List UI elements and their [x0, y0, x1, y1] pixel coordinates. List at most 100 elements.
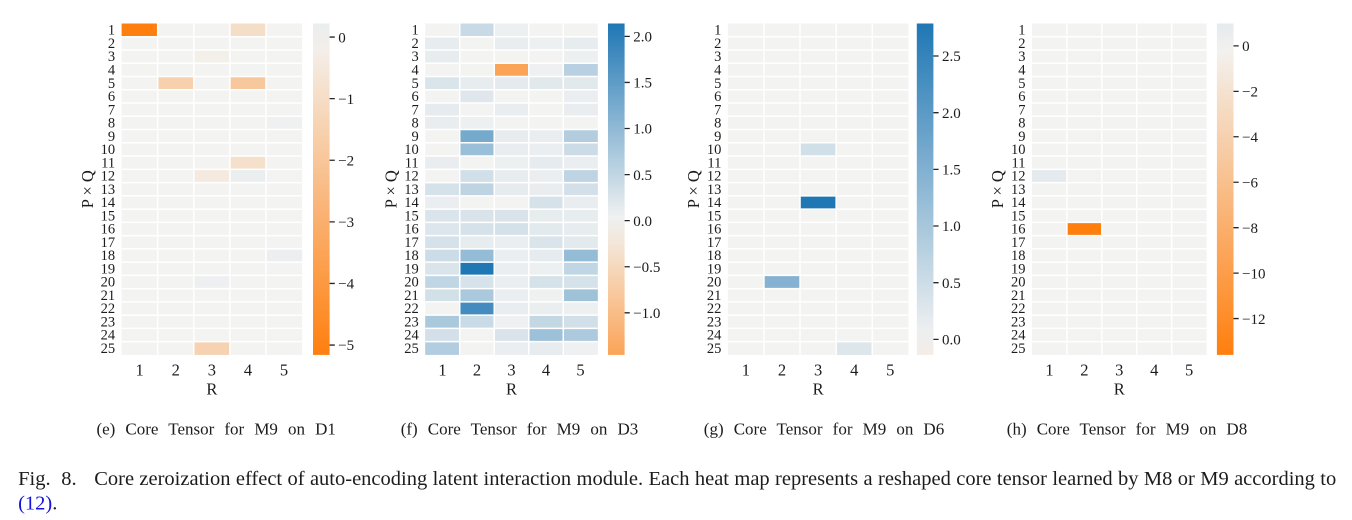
svg-text:1: 1	[411, 23, 418, 39]
svg-text:10: 10	[404, 142, 419, 158]
svg-text:4: 4	[542, 361, 550, 380]
svg-text:R: R	[206, 380, 217, 399]
svg-text:0.0: 0.0	[942, 333, 961, 349]
svg-text:R: R	[813, 380, 824, 399]
svg-text:15: 15	[707, 208, 722, 224]
svg-text:P × Q: P × Q	[78, 170, 97, 208]
svg-text:24: 24	[1011, 328, 1026, 344]
svg-text:−5: −5	[338, 338, 354, 354]
svg-text:10: 10	[1011, 142, 1026, 158]
svg-text:R: R	[1114, 380, 1125, 399]
svg-text:18: 18	[101, 248, 116, 264]
svg-text:−8: −8	[1242, 221, 1258, 237]
svg-text:14: 14	[707, 195, 722, 211]
svg-text:P × Q: P × Q	[381, 170, 400, 208]
svg-text:10: 10	[707, 142, 722, 158]
svg-text:24: 24	[404, 328, 419, 344]
svg-text:2: 2	[411, 36, 418, 52]
svg-text:7: 7	[714, 102, 721, 118]
svg-text:24: 24	[707, 328, 722, 344]
svg-text:5: 5	[886, 361, 894, 380]
svg-text:19: 19	[1011, 261, 1026, 277]
svg-text:3: 3	[208, 361, 216, 380]
svg-text:2: 2	[473, 361, 481, 380]
svg-text:12: 12	[707, 169, 722, 185]
svg-text:2: 2	[714, 36, 721, 52]
svg-text:−10: −10	[1242, 266, 1265, 282]
svg-text:1: 1	[108, 23, 115, 39]
svg-text:2.0: 2.0	[942, 106, 961, 122]
svg-text:17: 17	[1011, 235, 1026, 251]
svg-text:9: 9	[411, 129, 418, 145]
svg-text:8: 8	[714, 116, 721, 132]
svg-text:−1: −1	[338, 92, 354, 108]
svg-text:Fig. 8.: Fig. 8.	[18, 468, 76, 490]
svg-text:4: 4	[850, 361, 858, 380]
svg-text:8: 8	[411, 116, 418, 132]
svg-text:5: 5	[576, 361, 584, 380]
svg-text:25: 25	[707, 341, 722, 357]
svg-text:5: 5	[1018, 76, 1025, 92]
svg-text:17: 17	[101, 235, 116, 251]
svg-text:19: 19	[101, 261, 116, 277]
svg-text:17: 17	[404, 235, 419, 251]
svg-text:16: 16	[1011, 222, 1026, 238]
svg-text:1: 1	[742, 361, 750, 380]
svg-text:4: 4	[714, 63, 722, 79]
svg-text:12: 12	[404, 169, 419, 185]
svg-text:12: 12	[101, 169, 116, 185]
svg-text:16: 16	[707, 222, 722, 238]
svg-text:5: 5	[108, 76, 115, 92]
svg-text:16: 16	[101, 222, 116, 238]
svg-text:4: 4	[1018, 63, 1026, 79]
svg-text:23: 23	[707, 314, 722, 330]
svg-text:10: 10	[101, 142, 116, 158]
svg-text:21: 21	[404, 288, 419, 304]
svg-text:9: 9	[1018, 129, 1025, 145]
svg-text:21: 21	[1011, 288, 1026, 304]
svg-text:5: 5	[714, 76, 721, 92]
svg-text:13: 13	[404, 182, 419, 198]
svg-text:11: 11	[707, 155, 721, 171]
svg-text:(e) Core Tensor for M9 on D1: (e) Core Tensor for M9 on D1	[96, 419, 335, 438]
svg-text:−4: −4	[338, 277, 354, 293]
svg-text:5: 5	[280, 361, 288, 380]
svg-text:6: 6	[411, 89, 418, 105]
svg-text:7: 7	[1018, 102, 1025, 118]
svg-text:13: 13	[707, 182, 722, 198]
svg-text:9: 9	[108, 129, 115, 145]
svg-text:(f) Core Tensor for M9 on D3: (f) Core Tensor for M9 on D3	[401, 419, 639, 438]
svg-text:4: 4	[108, 63, 116, 79]
svg-text:4: 4	[411, 63, 419, 79]
svg-text:0: 0	[1242, 39, 1250, 55]
svg-text:3: 3	[1115, 361, 1123, 380]
svg-text:18: 18	[404, 248, 419, 264]
svg-text:0.0: 0.0	[633, 214, 652, 230]
svg-text:22: 22	[404, 301, 419, 317]
svg-text:1: 1	[438, 361, 446, 380]
svg-text:13: 13	[1011, 182, 1026, 198]
svg-text:0.5: 0.5	[942, 276, 961, 292]
svg-text:1: 1	[1018, 23, 1025, 39]
svg-text:23: 23	[404, 314, 419, 330]
svg-text:15: 15	[404, 208, 419, 224]
svg-text:14: 14	[101, 195, 116, 211]
svg-text:3: 3	[507, 361, 515, 380]
svg-text:20: 20	[707, 275, 722, 291]
svg-text:2: 2	[1080, 361, 1088, 380]
svg-text:(g) Core Tensor for M9 on D6: (g) Core Tensor for M9 on D6	[704, 419, 944, 438]
svg-text:−4: −4	[1242, 130, 1258, 146]
svg-text:24: 24	[101, 328, 116, 344]
svg-text:−12: −12	[1242, 312, 1265, 328]
svg-text:20: 20	[101, 275, 116, 291]
svg-text:3: 3	[1018, 49, 1025, 65]
svg-text:P × Q: P × Q	[684, 170, 703, 208]
svg-text:6: 6	[714, 89, 721, 105]
svg-text:18: 18	[707, 248, 722, 264]
svg-text:12: 12	[1011, 169, 1026, 185]
svg-text:20: 20	[1011, 275, 1026, 291]
svg-text:22: 22	[1011, 301, 1026, 317]
svg-text:−0.5: −0.5	[633, 260, 660, 276]
svg-text:8: 8	[1018, 116, 1025, 132]
svg-text:2: 2	[108, 36, 115, 52]
